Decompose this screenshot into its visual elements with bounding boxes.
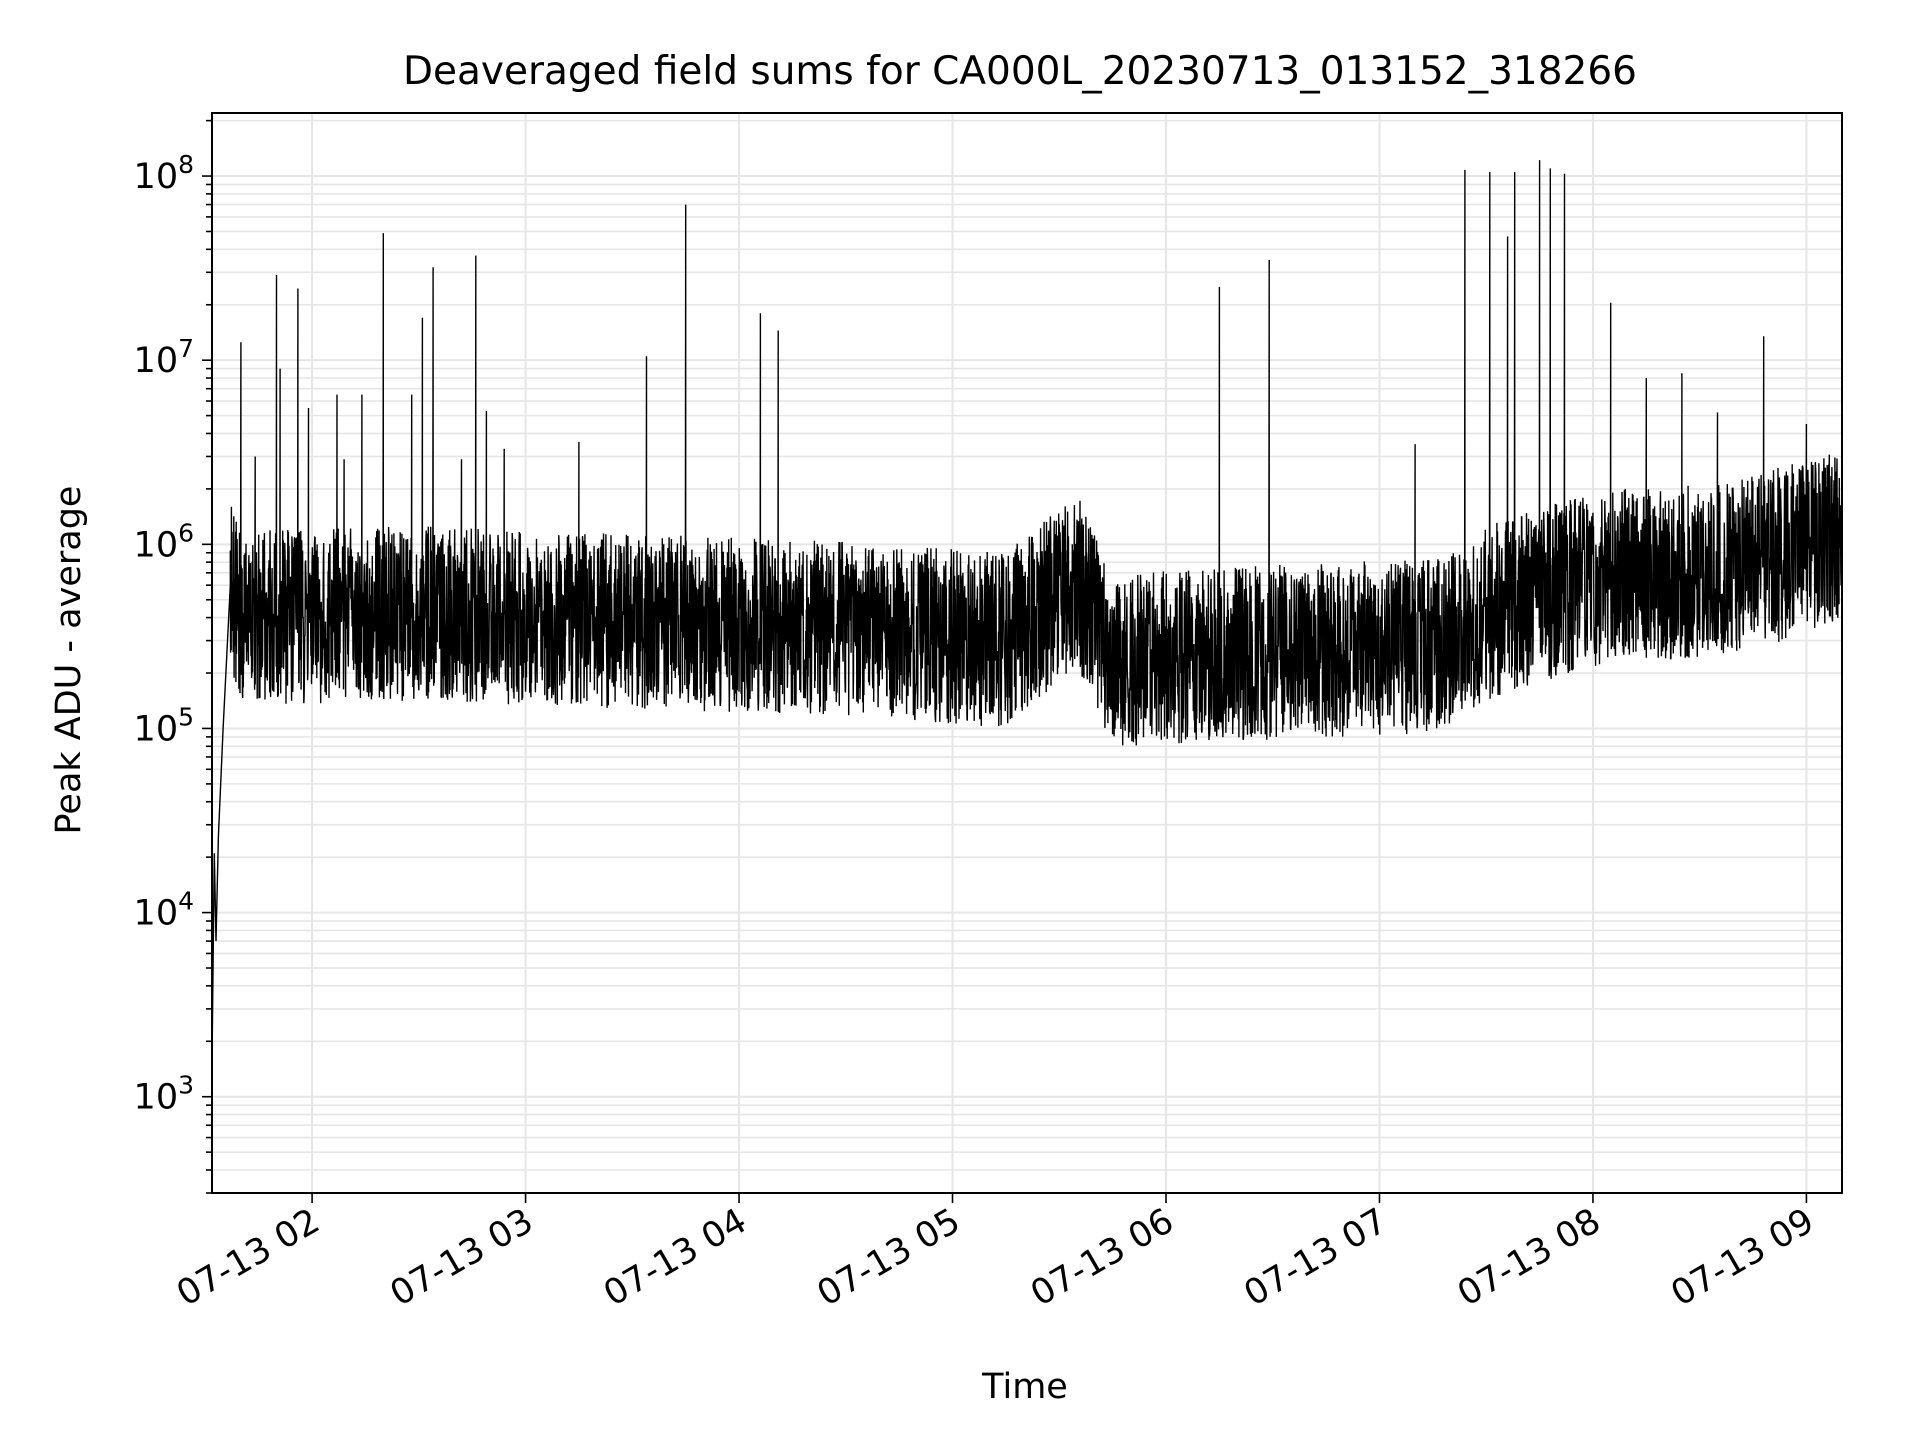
y-tick-label: 103 bbox=[134, 1071, 194, 1118]
y-tick-label: 108 bbox=[134, 150, 194, 197]
plot-frame bbox=[211, 112, 1843, 1194]
y-tick-label: 105 bbox=[134, 702, 194, 749]
x-axis-label: Time bbox=[981, 1367, 1068, 1407]
y-tick-label: 106 bbox=[134, 518, 194, 565]
y-tick-label: 104 bbox=[134, 887, 194, 934]
series-layer bbox=[211, 160, 1843, 1065]
y-tick-label: 107 bbox=[134, 334, 194, 381]
series-line bbox=[211, 160, 1843, 1065]
y-axis-label: Peak ADU - average bbox=[49, 486, 89, 835]
chart-title: Deaveraged field sums for CA000L_2023071… bbox=[403, 49, 1637, 94]
